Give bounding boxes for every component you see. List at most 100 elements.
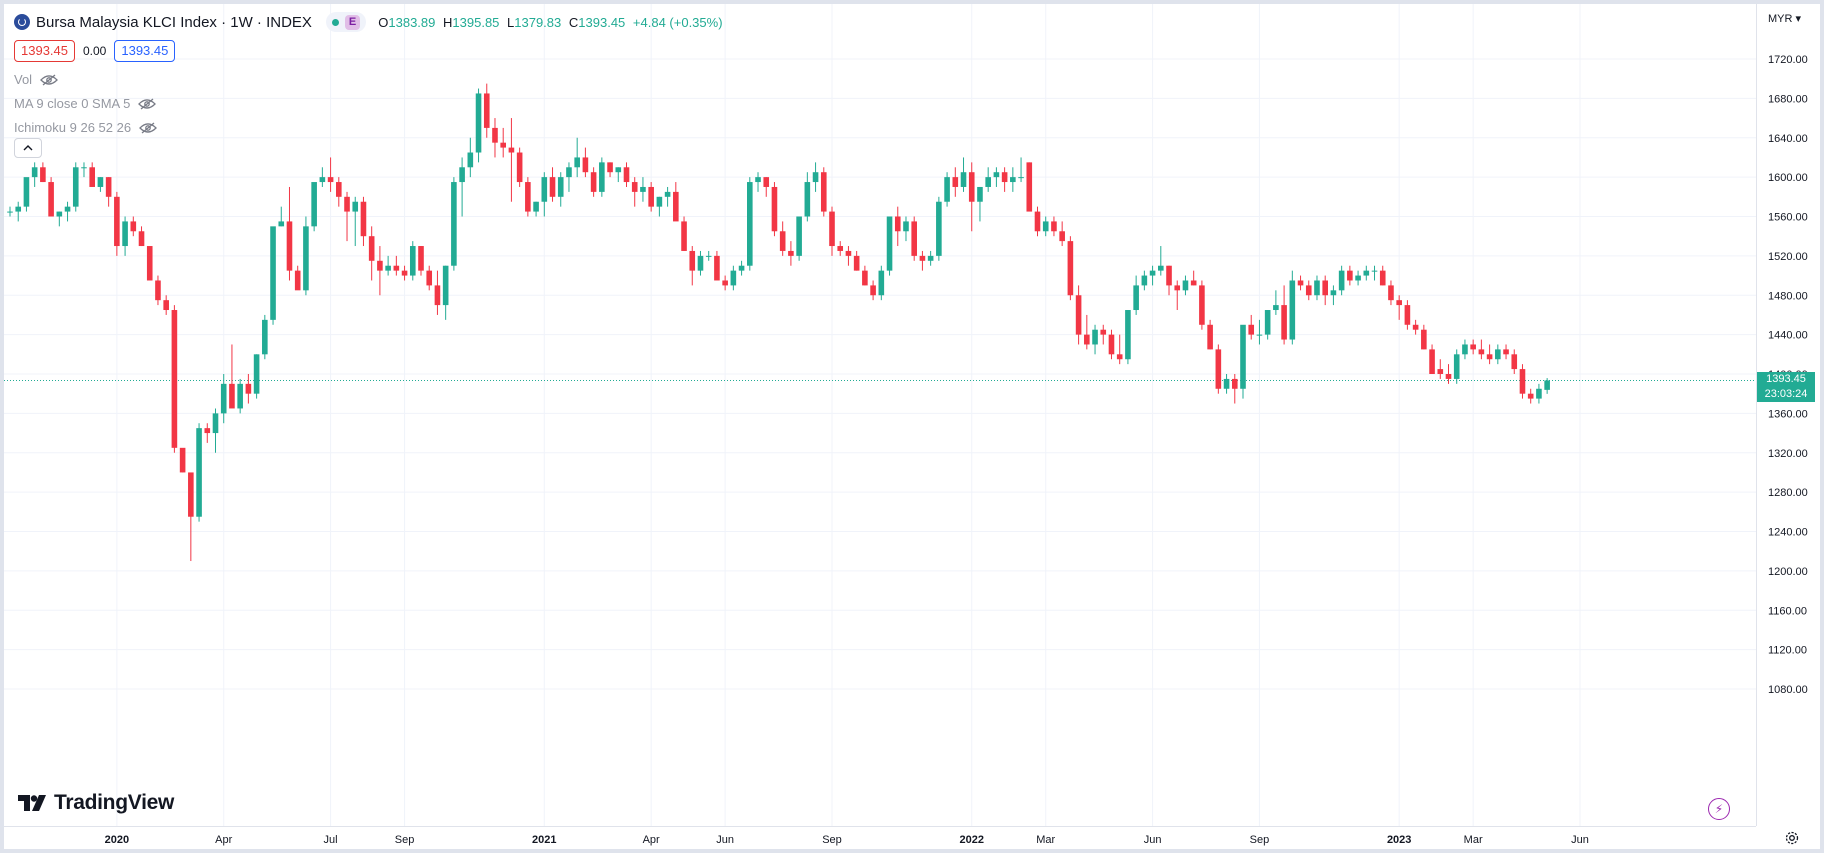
collapse-legend-button[interactable]	[14, 138, 42, 158]
last-price-value: 1393.45	[1766, 373, 1806, 386]
candle-body	[1273, 305, 1279, 311]
candle	[1215, 344, 1222, 394]
candle-body	[631, 182, 638, 192]
eye-hidden-icon[interactable]	[40, 74, 58, 86]
price-tick-label: 1200.00	[1768, 566, 1808, 578]
candle	[311, 182, 317, 232]
candle-body	[1133, 285, 1139, 311]
candle-body	[270, 226, 276, 320]
candle	[557, 172, 564, 207]
last-price-label: 1393.45 23:03:24	[1757, 372, 1815, 403]
candle	[1059, 221, 1065, 247]
candle	[105, 177, 112, 207]
candle-body	[253, 354, 260, 394]
candle-body	[319, 177, 326, 183]
candle-body	[1322, 280, 1328, 296]
candle	[344, 191, 350, 242]
candle	[1363, 265, 1370, 281]
candle	[467, 137, 474, 178]
eye-hidden-icon[interactable]	[138, 98, 157, 110]
candle-body	[1379, 270, 1386, 286]
indicator-label: MA 9 close 0 SMA 5	[14, 96, 131, 111]
candle-body	[196, 428, 202, 517]
tradingview-logo[interactable]: TradingView	[18, 791, 174, 815]
candle-body	[303, 226, 309, 291]
indicator-vol[interactable]: Vol	[14, 72, 58, 87]
candle	[730, 265, 737, 291]
candle-body	[122, 221, 128, 247]
candle	[1182, 275, 1189, 296]
candle-body	[1042, 221, 1049, 232]
candle-body	[738, 265, 745, 271]
candle-body	[1404, 305, 1411, 325]
candle-body	[171, 310, 178, 448]
candle-body	[599, 162, 605, 192]
candle	[1116, 334, 1123, 365]
candle-body	[549, 177, 556, 197]
candle	[1248, 314, 1255, 340]
candle	[319, 167, 326, 187]
high-label: H	[443, 14, 453, 30]
indicator-ichimoku[interactable]: Ichimoku 9 26 52 26	[14, 120, 157, 135]
eye-hidden-icon[interactable]	[139, 122, 157, 134]
market-status-pill[interactable]: E	[325, 12, 367, 32]
candle-body	[451, 182, 457, 266]
candle	[1322, 275, 1328, 306]
candle-body	[1010, 177, 1016, 183]
candle	[648, 182, 654, 212]
sell-price-button[interactable]: 1393.45	[14, 40, 75, 62]
candle	[1330, 285, 1337, 306]
candle-body	[1453, 354, 1460, 379]
lightning-icon[interactable]: ⚡	[1708, 798, 1730, 820]
candle-body	[500, 142, 506, 148]
candle	[1166, 265, 1172, 296]
candle-body	[936, 201, 942, 256]
candle-body	[1256, 334, 1263, 336]
candle-body	[492, 127, 498, 143]
time-axis-labels: 2020 Apr Jul Sep 2021 Apr Jun Sep 2022 Mar Jun Sep 2…	[105, 834, 1589, 846]
candle-body	[1100, 329, 1107, 335]
candle-body	[1166, 265, 1172, 286]
low-label: L	[507, 14, 515, 30]
candle	[689, 246, 696, 286]
candle	[763, 177, 770, 197]
candle-body	[1116, 354, 1123, 360]
candle	[788, 241, 794, 266]
candle-body	[508, 147, 515, 153]
price-tick-label: 1320.00	[1768, 448, 1808, 460]
open-label: O	[378, 14, 389, 30]
candle	[1092, 324, 1098, 355]
candle	[64, 201, 71, 222]
candle-body	[878, 270, 885, 296]
candle-body	[48, 182, 54, 217]
candle	[1404, 300, 1411, 330]
price-tick-label: 1600.00	[1768, 172, 1808, 184]
price-scale[interactable]	[1756, 4, 1820, 826]
candle	[426, 265, 433, 291]
candle	[122, 216, 128, 256]
price-tick-label: 1520.00	[1768, 251, 1808, 263]
buy-price-button[interactable]: 1393.45	[114, 40, 176, 62]
candle	[796, 216, 802, 261]
candle-body	[730, 270, 737, 286]
candle-body	[212, 413, 219, 434]
symbol-title[interactable]: Bursa Malaysia KLCI Index · 1W · INDEX	[36, 13, 312, 31]
candle-body	[886, 216, 893, 271]
candle-body	[566, 167, 572, 178]
chart-settings-button[interactable]	[1782, 828, 1802, 848]
candle-body	[1511, 354, 1518, 370]
chart-canvas[interactable]: 1080.00 1120.00 1160.00 1200.00 1240.00 1280.…	[4, 4, 1820, 849]
candle-body	[1018, 177, 1024, 179]
price-tick-label: 1160.00	[1768, 605, 1807, 617]
candle-body	[673, 191, 679, 222]
candle-body	[689, 250, 696, 271]
chart-frame: 1080.00 1120.00 1160.00 1200.00 1240.00 1280.…	[4, 4, 1820, 849]
indicator-ma[interactable]: MA 9 close 0 SMA 5	[14, 96, 157, 111]
price-tick-label: 1080.00	[1768, 684, 1808, 696]
candle-body	[1519, 369, 1526, 394]
currency-selector[interactable]: MYR ▾	[1768, 12, 1801, 25]
candle	[270, 226, 276, 325]
candle-body	[574, 157, 580, 168]
time-scale[interactable]	[4, 826, 1756, 849]
candle-body	[475, 93, 482, 153]
